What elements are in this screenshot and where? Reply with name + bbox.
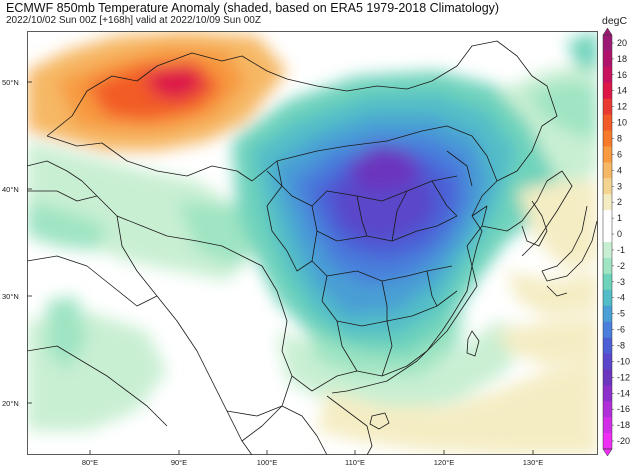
- colorbar-swatch: [603, 353, 612, 370]
- colorbar-label: -1: [617, 245, 625, 255]
- colorbar-label: -4: [617, 293, 625, 303]
- colorbar-label: 6: [617, 149, 622, 159]
- colorbar-swatch: [603, 433, 612, 450]
- lon-label: 90°E: [171, 458, 187, 467]
- colorbar-label: -8: [617, 341, 625, 351]
- colorbar-min-arrow: [602, 448, 613, 457]
- colorbar-swatch: [603, 369, 612, 386]
- lat-labels: 50°N 40°N 30°N 20°N: [2, 78, 19, 408]
- colorbar-label: 12: [617, 102, 627, 112]
- anomaly-shading: [27, 31, 598, 455]
- colorbar-label: 10: [617, 118, 627, 128]
- colorbar-swatch: [603, 98, 612, 115]
- lon-label: 110°E: [345, 458, 365, 467]
- colorbar: 2018161412108643210-1-2-3-4-5-6-8-10-12-…: [602, 27, 630, 457]
- colorbar-swatch: [603, 162, 612, 179]
- colorbar-swatch: [603, 417, 612, 434]
- colorbar-label: -20: [617, 436, 630, 446]
- colorbar-swatch: [603, 210, 612, 227]
- colorbar-swatch: [603, 257, 612, 275]
- colorbar-swatch: [603, 194, 612, 211]
- lon-label: 100°E: [257, 458, 278, 467]
- colorbar-swatch: [603, 178, 612, 195]
- colorbar-max-arrow: [602, 27, 613, 36]
- colorbar-label: 1: [617, 213, 622, 223]
- colorbar-label: -3: [617, 277, 625, 287]
- colorbar-swatch: [603, 226, 612, 243]
- country-borders: [27, 40, 598, 455]
- colorbar-label: -6: [617, 325, 625, 335]
- colorbar-label: 18: [617, 54, 627, 64]
- map-frame: [27, 31, 598, 455]
- colorbar-swatch: [603, 273, 612, 291]
- colorbar-swatch: [603, 242, 612, 259]
- lon-labels: 80°E 90°E 100°E 110°E 120°E 130°E: [82, 458, 544, 467]
- lon-label: 120°E: [434, 458, 455, 467]
- lat-label: 30°N: [2, 292, 19, 301]
- colorbar-label: 0: [617, 229, 622, 239]
- colorbar-swatch: [603, 146, 612, 163]
- colorbar-swatch: [603, 82, 612, 99]
- colorbar-label: -16: [617, 404, 630, 414]
- colorbar-swatch: [603, 66, 612, 84]
- colorbar-swatch: [603, 289, 612, 306]
- colorbar-label: 16: [617, 70, 627, 80]
- anomaly-map[interactable]: [27, 31, 598, 455]
- colorbar-label: 20: [617, 38, 627, 48]
- map-subtitle: 2022/10/02 Sun 00Z [+168h] valid at 2022…: [6, 15, 261, 26]
- colorbar-swatch: [603, 401, 612, 418]
- colorbar-label: -14: [617, 388, 630, 398]
- lon-label: 80°E: [82, 458, 98, 467]
- colorbar-swatch: [603, 35, 612, 52]
- colorbar-swatch: [603, 114, 612, 131]
- colorbar-swatch: [603, 50, 612, 68]
- colorbar-frame: [602, 34, 613, 450]
- lon-label: 130°E: [523, 458, 544, 467]
- colorbar-label: -18: [617, 420, 630, 430]
- lat-label: 20°N: [2, 399, 19, 408]
- lat-label: 40°N: [2, 185, 19, 194]
- colorbar-label: 14: [617, 86, 627, 96]
- lat-label: 50°N: [2, 78, 19, 87]
- colorbar-label: 2: [617, 197, 622, 207]
- colorbar-swatch: [603, 337, 612, 354]
- colorbar-unit: degC: [602, 15, 628, 27]
- colorbar-label: -2: [617, 261, 625, 271]
- colorbar-label: 4: [617, 165, 622, 175]
- colorbar-label: 3: [617, 181, 622, 191]
- colorbar-label: -5: [617, 309, 625, 319]
- colorbar-label: 8: [617, 134, 622, 144]
- colorbar-swatch: [603, 305, 612, 322]
- colorbar-label: -10: [617, 356, 630, 366]
- colorbar-swatch: [603, 385, 612, 402]
- colorbar-swatch: [603, 321, 612, 338]
- colorbar-label: -12: [617, 372, 630, 382]
- map-title: ECMWF 850mb Temperature Anomaly (shaded,…: [6, 1, 500, 15]
- colorbar-swatch: [603, 130, 612, 147]
